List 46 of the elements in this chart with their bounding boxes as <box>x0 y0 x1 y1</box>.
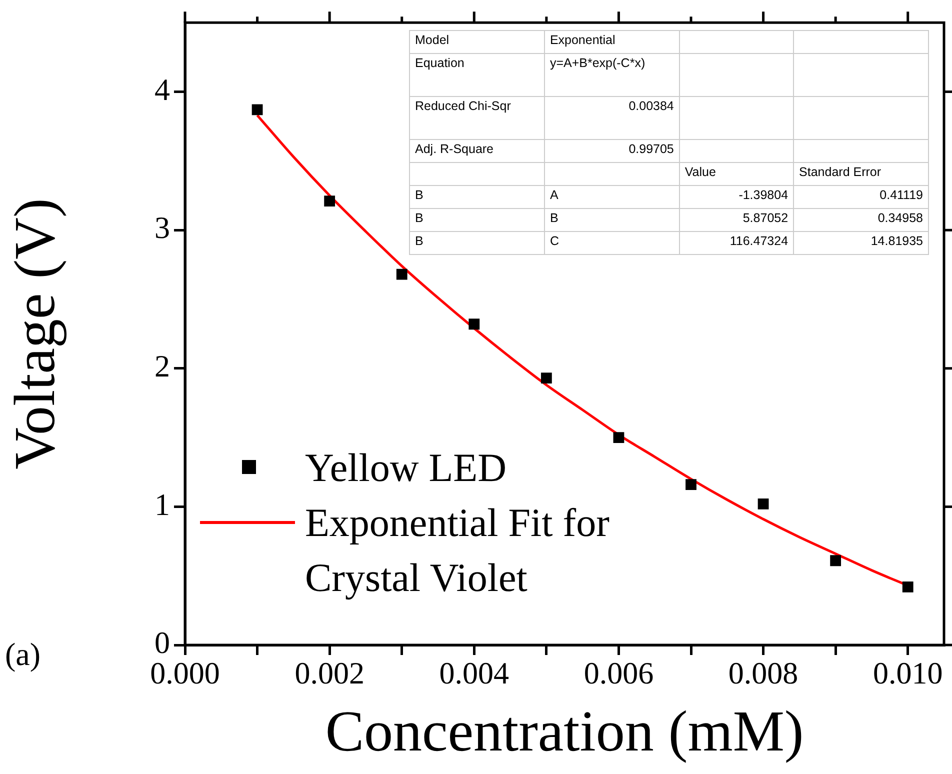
annotation: y=A+B*exp(-C*x) <box>544 54 680 96</box>
annotation: C <box>544 232 680 254</box>
annotation: 0.41119 <box>794 186 928 208</box>
y-tick-label: 2 <box>154 348 170 384</box>
point <box>902 581 914 592</box>
annotation: -1.39804 <box>679 186 794 208</box>
annotation: 0.00384 <box>544 96 680 140</box>
annotation: A <box>544 186 680 208</box>
point <box>830 555 842 566</box>
x-tick-label: 0.008 <box>728 656 798 691</box>
point <box>396 268 408 280</box>
point <box>252 104 263 116</box>
x-tick-label: 0.010 <box>872 656 943 691</box>
annotation: Equation <box>410 54 544 96</box>
point <box>758 498 769 510</box>
annotation: 0.99705 <box>544 140 680 162</box>
annotation: 116.47324 <box>679 232 794 254</box>
annotation: Adj. R-Square <box>410 140 544 162</box>
point <box>686 479 696 490</box>
annotation: Value <box>679 162 794 186</box>
x-tick-label: 0.006 <box>584 656 654 691</box>
annotation: 0.34958 <box>794 208 928 232</box>
x-tick-label: 0.004 <box>439 656 510 691</box>
annotation: B <box>410 208 544 232</box>
y-tick-label: 4 <box>154 72 170 107</box>
annotation: Exponential <box>544 30 680 54</box>
text: (a) <box>5 636 41 673</box>
y-axis-title: Voltage (V) <box>2 198 68 470</box>
x-axis-title: Concentration (mM) <box>325 698 804 764</box>
annotation: Reduced Chi-Sqr <box>410 96 544 140</box>
annotation: 5.87052 <box>679 208 794 232</box>
point <box>613 432 624 443</box>
annotation: Standard Error <box>794 162 928 186</box>
annotation: B <box>410 186 544 208</box>
y-tick-label: 3 <box>154 210 170 246</box>
annotation: B <box>544 208 680 232</box>
y-tick-label: 1 <box>154 486 170 522</box>
point <box>540 372 552 384</box>
legend-label: Exponential Fit for Crystal Violet <box>305 499 610 602</box>
point <box>324 196 336 206</box>
annotation: Model <box>410 30 544 54</box>
annotation: 14.81935 <box>794 232 928 254</box>
point <box>468 318 480 330</box>
legend-label: Yellow LED <box>305 444 508 492</box>
x-tick-label: 0.002 <box>294 656 364 691</box>
annotation: B <box>410 232 544 254</box>
